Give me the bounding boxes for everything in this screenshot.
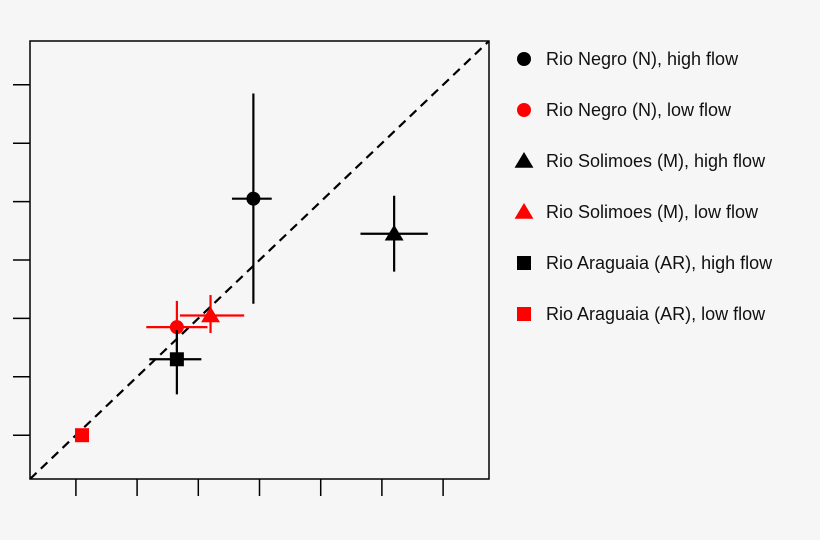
legend-entry: Rio Araguaia (AR), low flow	[517, 304, 766, 324]
plot-area	[30, 41, 489, 479]
legend-entry: Rio Solimoes (M), high flow	[514, 151, 766, 171]
legend-marker	[517, 307, 531, 321]
data-point	[246, 191, 261, 206]
legend-label: Rio Araguaia (AR), high flow	[546, 253, 773, 273]
legend-marker	[517, 52, 531, 66]
legend-entry: Rio Negro (N), high flow	[517, 49, 739, 69]
plot-content	[30, 41, 489, 479]
legend-label: Rio Solimoes (M), high flow	[546, 151, 766, 171]
legend-label: Rio Solimoes (M), low flow	[546, 202, 759, 222]
data-point	[384, 224, 404, 241]
axes	[13, 40, 490, 496]
legend-entry: Rio Negro (N), low flow	[517, 100, 732, 120]
data-point	[169, 320, 184, 335]
legend-marker	[517, 103, 531, 117]
legend-marker	[514, 203, 534, 219]
legend-entry: Rio Solimoes (M), low flow	[514, 202, 759, 222]
data-point	[201, 306, 220, 323]
legend-marker	[517, 256, 531, 270]
data-point	[75, 428, 90, 443]
legend: Rio Negro (N), high flow Rio Negro (N), l…	[514, 49, 773, 324]
one-to-one-line	[30, 41, 489, 479]
legend-label: Rio Negro (N), low flow	[546, 100, 732, 120]
legend-marker	[514, 152, 534, 168]
legend-label: Rio Araguaia (AR), low flow	[546, 304, 766, 324]
legend-entry: Rio Araguaia (AR), high flow	[517, 253, 773, 273]
data-point	[169, 352, 184, 367]
legend-label: Rio Negro (N), high flow	[546, 49, 739, 69]
